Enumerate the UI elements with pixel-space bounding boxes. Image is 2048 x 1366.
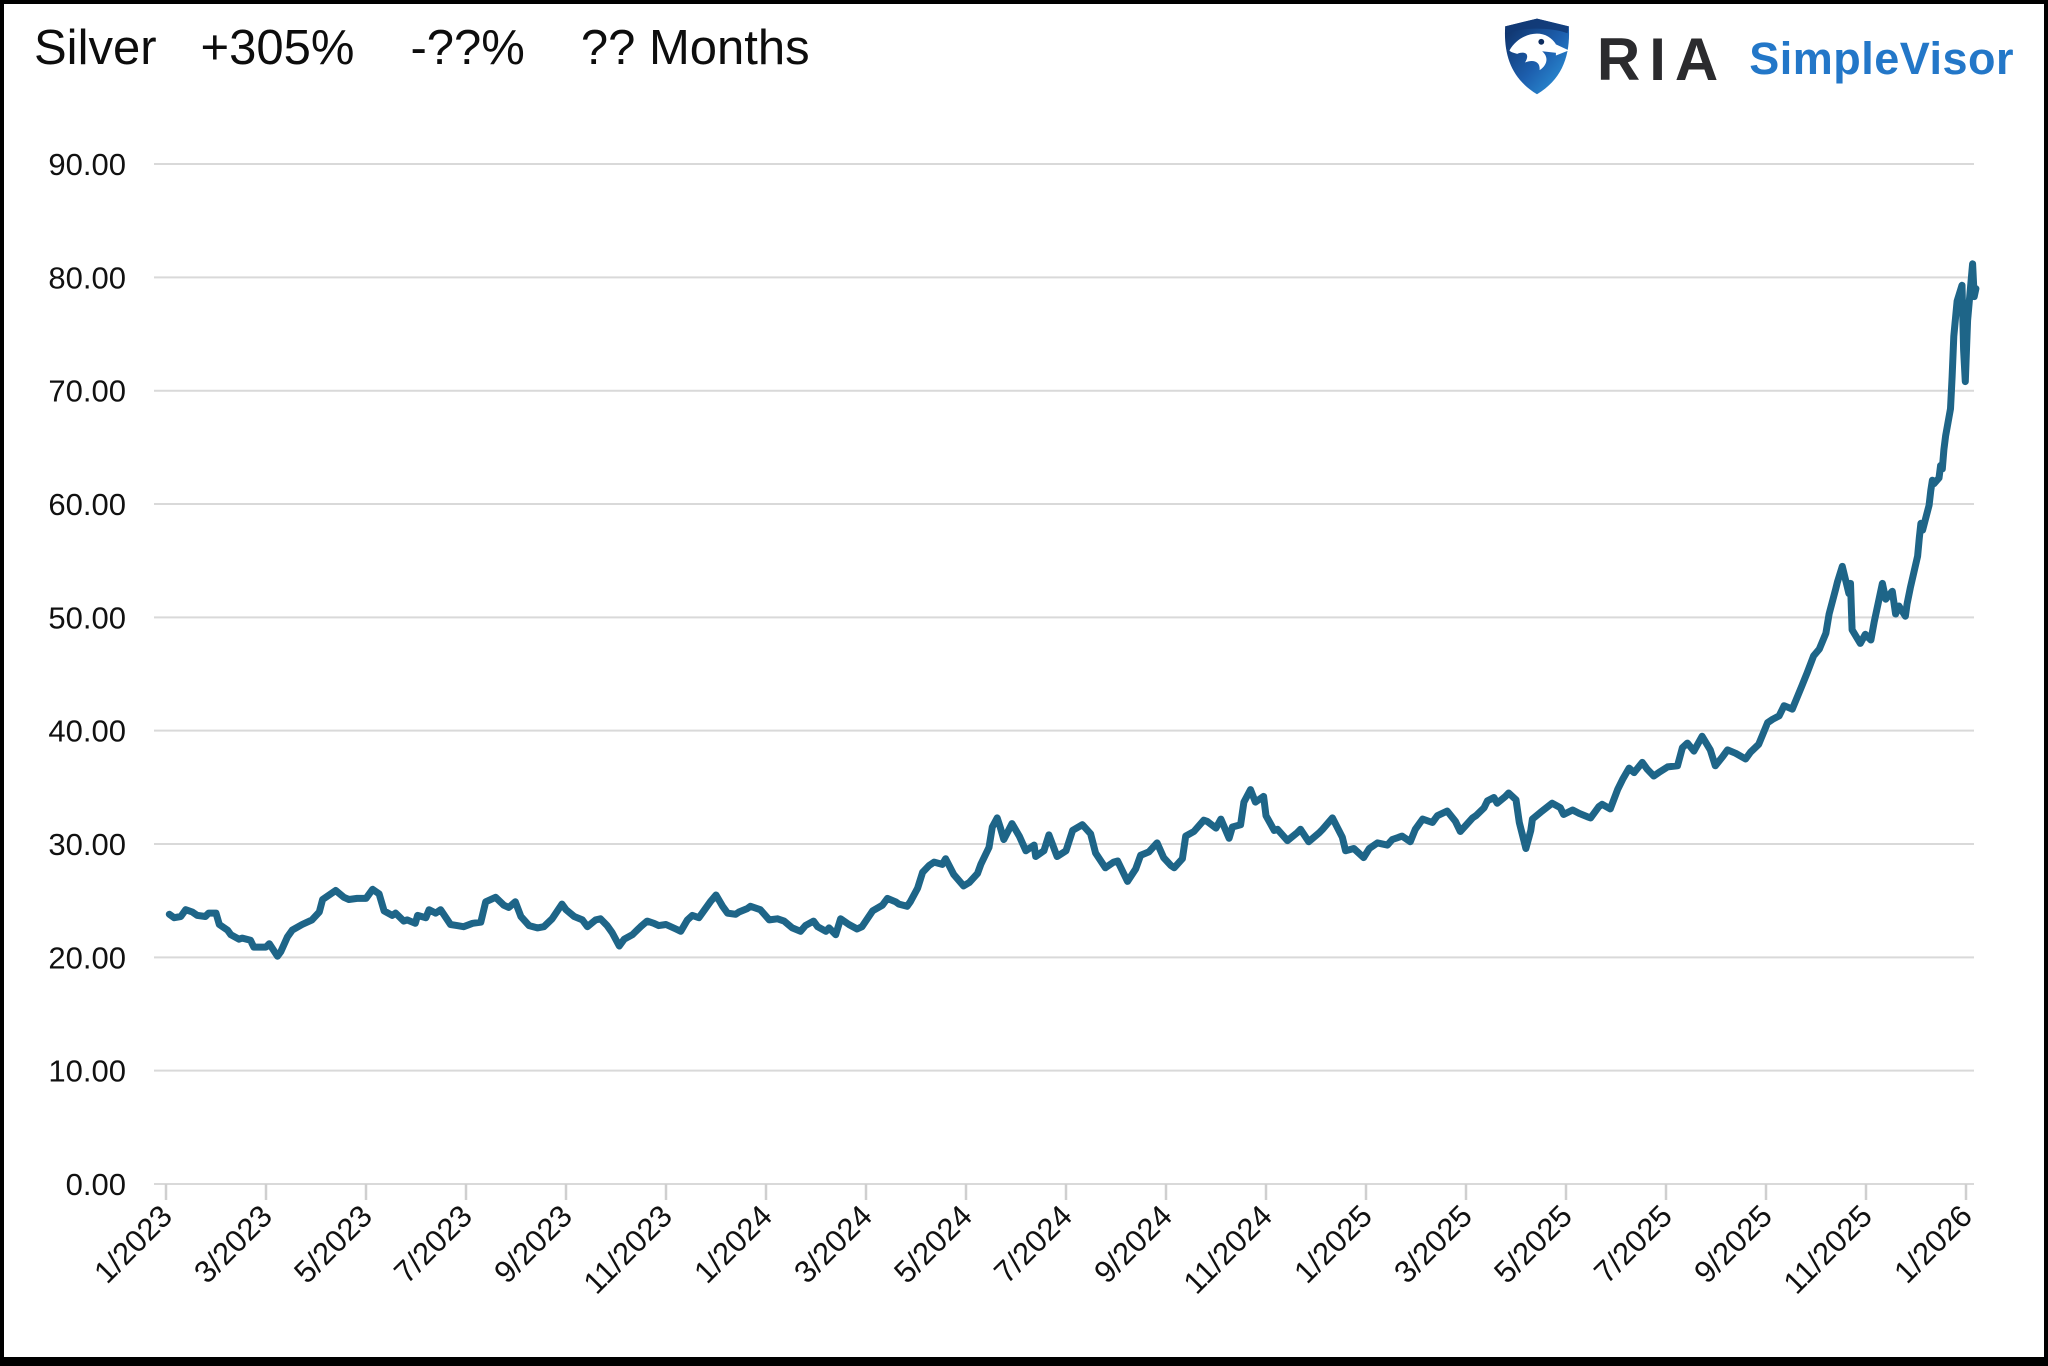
x-axis-label: 3/2025 [1387,1198,1479,1290]
x-axis-label: 9/2024 [1087,1198,1179,1290]
x-axis-label: 1/2023 [87,1198,179,1290]
y-axis-label: 40.00 [48,714,126,749]
x-axis-label: 9/2025 [1687,1198,1779,1290]
eagle-shield-icon [1504,18,1569,95]
price-line [165,260,1980,960]
brand-logo: RIA SimpleVisor [1491,16,2014,102]
x-axis-label: 9/2023 [487,1198,579,1290]
x-axis-label: 1/2025 [1287,1198,1379,1290]
y-axis-label: 20.00 [48,940,126,975]
y-axis-label: 0.00 [66,1167,126,1202]
y-axis-label: 70.00 [48,374,126,409]
x-axis-label: 7/2025 [1587,1198,1679,1290]
x-axis-label: 7/2023 [387,1198,479,1290]
x-axis-label: 11/2024 [1177,1198,1279,1300]
x-axis-label: 1/2024 [687,1198,779,1290]
x-axis-label: 11/2025 [1777,1198,1879,1300]
x-axis-label: 5/2025 [1487,1198,1579,1290]
x-axis-label: 5/2023 [287,1198,379,1290]
y-axis-label: 90.00 [48,147,126,182]
title-asset: Silver [34,21,157,75]
title-drawdown: -??% [410,21,525,75]
x-axis-label: 5/2024 [887,1198,979,1290]
y-axis-label: 50.00 [48,600,126,635]
y-axis-label: 60.00 [48,487,126,522]
title-duration: ?? Months [580,21,810,75]
x-axis-label: 1/2026 [1887,1198,1979,1290]
title-gain: +305% [200,21,355,75]
x-axis-label: 11/2023 [577,1198,679,1300]
ria-wordmark: RIA [1596,25,1728,93]
x-axis-label: 3/2023 [187,1198,279,1290]
silver-price-chart: 0.00 10.00 20.00 30.00 40.00 50.00 60.00 70.00 8… [48,147,1980,1301]
x-axis-label: 7/2024 [987,1198,1079,1290]
simplevisor-wordmark: SimpleVisor [1749,33,2014,84]
x-axis-label: 3/2024 [787,1198,879,1290]
y-axis-label: 80.00 [48,260,126,295]
y-axis-label: 30.00 [48,827,126,862]
chart-title: Silver +305% -??% ?? Months [34,20,810,76]
y-axis-label: 10.00 [48,1054,126,1089]
